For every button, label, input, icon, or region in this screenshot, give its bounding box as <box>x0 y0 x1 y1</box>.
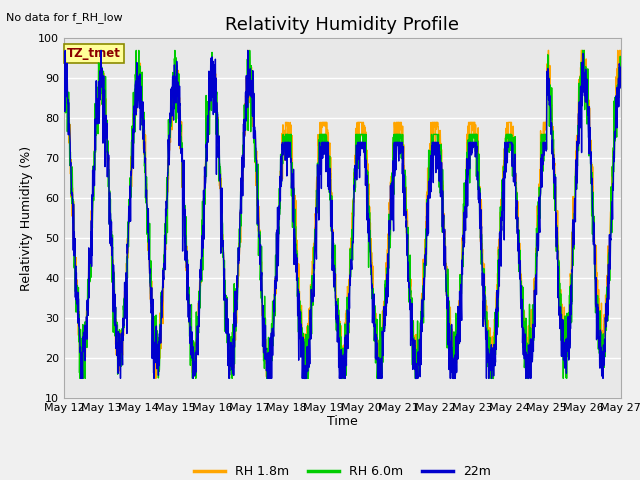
RH 6.0m <box>60 56 68 61</box>
RH 6.0m <box>97 48 105 53</box>
RH 1.8m <box>152 375 159 381</box>
22m <box>359 140 367 145</box>
RH 1.8m <box>568 229 576 235</box>
RH 6.0m <box>76 375 84 381</box>
Text: No data for f_RH_low: No data for f_RH_low <box>6 12 123 23</box>
Line: 22m: 22m <box>64 50 621 378</box>
RH 1.8m <box>505 120 513 125</box>
RH 1.8m <box>584 84 591 90</box>
22m <box>77 375 85 381</box>
X-axis label: Time: Time <box>327 415 358 428</box>
22m <box>568 267 576 273</box>
Line: RH 6.0m: RH 6.0m <box>64 50 621 378</box>
RH 1.8m <box>60 52 68 58</box>
RH 6.0m <box>505 132 513 137</box>
RH 1.8m <box>216 183 223 189</box>
Legend: RH 1.8m, RH 6.0m, 22m: RH 1.8m, RH 6.0m, 22m <box>189 460 496 480</box>
RH 6.0m <box>216 161 223 167</box>
Line: RH 1.8m: RH 1.8m <box>64 50 621 378</box>
RH 6.0m <box>617 57 625 62</box>
22m <box>60 74 68 80</box>
Y-axis label: Relativity Humidity (%): Relativity Humidity (%) <box>20 146 33 291</box>
RH 1.8m <box>617 73 625 79</box>
Title: Relativity Humidity Profile: Relativity Humidity Profile <box>225 16 460 34</box>
22m <box>505 140 513 145</box>
Text: TZ_tmet: TZ_tmet <box>67 48 121 60</box>
RH 6.0m <box>359 139 367 144</box>
22m <box>371 321 379 327</box>
RH 6.0m <box>371 330 379 336</box>
22m <box>617 85 625 91</box>
22m <box>216 178 223 183</box>
RH 1.8m <box>359 127 367 133</box>
22m <box>584 108 591 114</box>
RH 6.0m <box>568 299 576 304</box>
RH 1.8m <box>244 48 252 53</box>
22m <box>61 48 69 53</box>
RH 6.0m <box>584 106 591 111</box>
RH 1.8m <box>371 309 379 315</box>
